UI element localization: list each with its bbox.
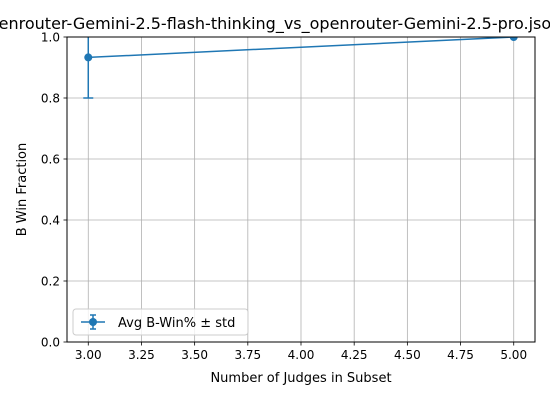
x-tick-label: 3.75 <box>234 348 261 362</box>
x-tick-label: 5.00 <box>500 348 527 362</box>
series-line <box>88 37 514 59</box>
x-tick-label: 4.75 <box>447 348 474 362</box>
legend-box <box>72 308 249 336</box>
data-point <box>84 53 93 62</box>
data-point <box>509 37 518 41</box>
x-tick-label: 4.00 <box>288 348 315 362</box>
x-axis-label: Number of Judges in Subset <box>210 371 391 386</box>
grid <box>67 36 535 343</box>
x-tick-label: 3.25 <box>128 348 155 362</box>
legend-label: Avg B-Win% ± std <box>118 316 235 331</box>
x-tick-label: 4.25 <box>341 348 368 362</box>
x-tick-label: 4.50 <box>394 348 421 362</box>
y-tick-label: 0.4 <box>41 214 60 228</box>
legend-marker-swatch <box>89 318 97 326</box>
x-tick-label: 3.00 <box>75 348 102 362</box>
axis-ticks: 3.00 3.25 3.50 3.75 4.00 4.25 4.50 4.75 5.00 0.0 0… <box>41 31 527 363</box>
y-tick-label: 0.0 <box>41 336 60 350</box>
y-axis-label: B Win Fraction <box>15 143 30 237</box>
y-tick-label: 0.6 <box>41 153 60 167</box>
y-tick-label: 0.2 <box>41 275 60 289</box>
plot-area <box>83 37 518 99</box>
x-tick-label: 3.50 <box>181 348 208 362</box>
chart-title: openrouter-Gemini-2.5-flash-thinking_vs_… <box>0 14 550 34</box>
legend: Avg B-Win% ± std <box>72 308 249 336</box>
y-tick-label: 1.0 <box>41 31 60 45</box>
y-tick-label: 0.8 <box>41 92 60 106</box>
